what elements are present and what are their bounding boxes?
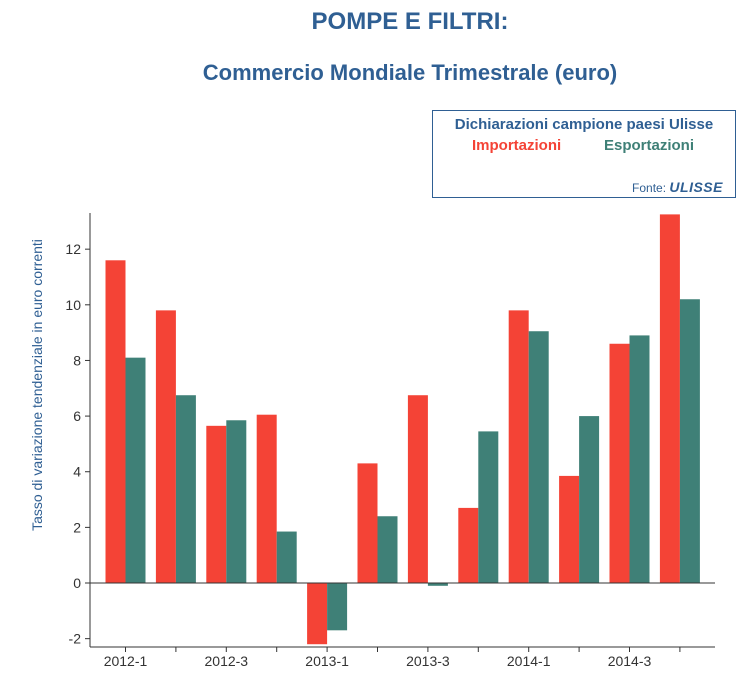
chart-title: POMPE E FILTRI:: [311, 8, 509, 35]
bar-esportazioni-2013-4: [478, 431, 499, 584]
bar-esportazioni-2013-1: [327, 583, 348, 631]
x-tick-label: 2012-1: [104, 653, 148, 669]
bar-esportazioni-2012-4: [276, 531, 297, 584]
y-tick-label: 6: [73, 408, 81, 424]
y-tick-label: 4: [73, 464, 81, 480]
bar-importazioni-2012-1: [105, 260, 126, 584]
y-tick-label: 12: [65, 241, 81, 257]
bar-importazioni-2014-2: [559, 475, 580, 584]
bar-esportazioni-2014-4: [679, 299, 700, 584]
bar-importazioni-2013-2: [357, 463, 378, 584]
bar-esportazioni-2012-1: [125, 357, 146, 584]
chart-subtitle: Commercio Mondiale Trimestrale (euro): [202, 60, 618, 85]
bar-esportazioni-2013-3: [427, 583, 448, 586]
bar-importazioni-2012-4: [256, 414, 277, 584]
source-label: Fonte:: [632, 181, 667, 195]
legend-item-importazioni: Importazioni: [472, 137, 562, 154]
x-tick-label: 2012-3: [205, 653, 249, 669]
y-tick-label: 8: [73, 352, 81, 368]
legend-box: Dichiarazioni campione paesi Ulisse Impo…: [432, 110, 736, 198]
y-tick-label: 10: [65, 297, 81, 313]
bar-esportazioni-2012-3: [226, 420, 247, 584]
bar-importazioni-2014-3: [609, 343, 630, 584]
x-tick-label: 2013-3: [406, 653, 450, 669]
bar-importazioni-2014-1: [508, 310, 529, 584]
legend-title: Dichiarazioni campione paesi Ulisse: [454, 116, 714, 133]
legend-item-esportazioni: Esportazioni: [604, 137, 695, 154]
x-tick-label: 2013-1: [305, 653, 349, 669]
y-tick-label: 2: [73, 519, 81, 535]
bar-esportazioni-2014-2: [579, 416, 600, 584]
bar-importazioni-2013-1: [307, 583, 328, 645]
bar-importazioni-2013-3: [407, 395, 428, 584]
bar-importazioni-2012-3: [206, 425, 227, 584]
y-tick-label: 0: [73, 575, 81, 591]
bar-esportazioni-2013-2: [377, 516, 398, 584]
bar-esportazioni-2012-2: [175, 395, 196, 584]
bar-importazioni-2012-2: [155, 310, 176, 584]
y-tick-label: -2: [69, 631, 82, 647]
x-tick-label: 2014-1: [507, 653, 551, 669]
ulisse-logo: ULISSE: [669, 179, 723, 195]
bar-importazioni-2014-4: [659, 214, 680, 584]
bar-importazioni-2013-4: [458, 507, 479, 584]
x-tick-label: 2014-3: [608, 653, 652, 669]
source-credit: Fonte: ULISSE: [632, 179, 723, 195]
bar-esportazioni-2014-3: [629, 335, 650, 584]
bar-esportazioni-2014-1: [528, 331, 549, 584]
